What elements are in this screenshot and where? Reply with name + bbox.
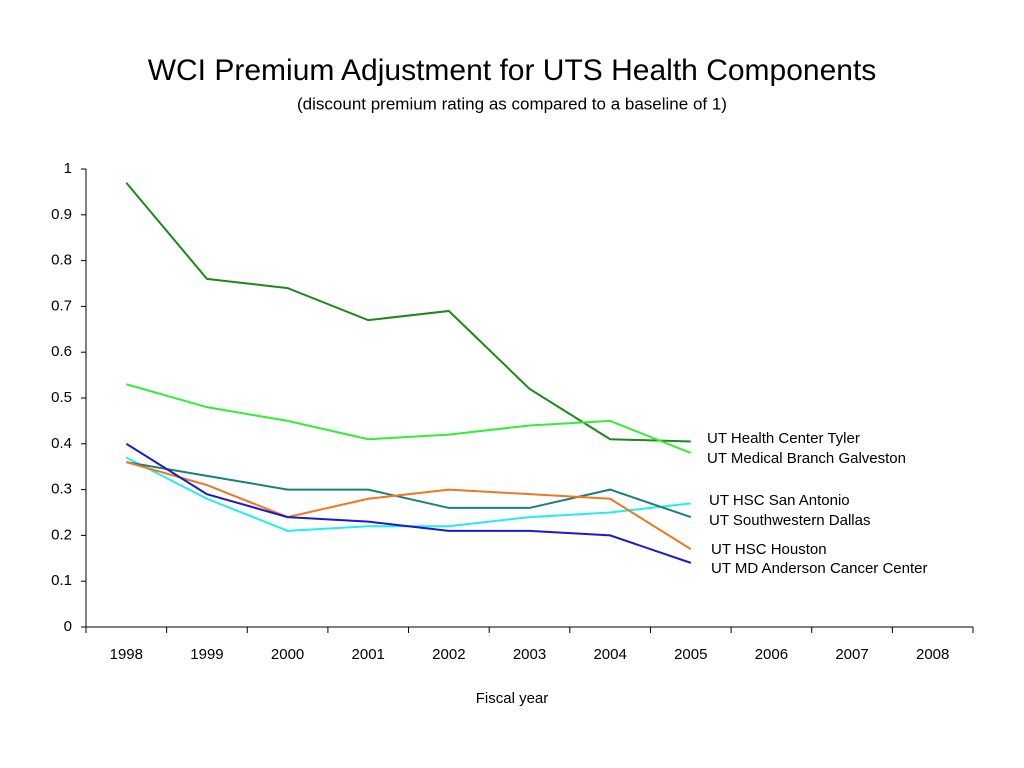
series-line [126, 383, 692, 454]
series-line [126, 461, 692, 550]
series-line [125, 182, 691, 443]
y-tick-label: 0.4 [51, 435, 72, 452]
chart-title: WCI Premium Adjustment for UTS Health Co… [148, 54, 877, 87]
y-tick-label: 0.5 [51, 389, 72, 406]
x-tick-label: 2004 [593, 646, 626, 663]
y-tick-label: 0.9 [51, 206, 72, 223]
series-line [126, 461, 692, 519]
x-tick-label: 2000 [271, 646, 304, 663]
x-tick-label: 2003 [513, 646, 546, 663]
y-tick-label: 1 [64, 160, 72, 177]
x-tick-label: 2006 [755, 646, 788, 663]
y-tick-label: 0 [64, 618, 72, 635]
y-tick-label: 0.1 [51, 572, 72, 589]
series-label: UT MD Anderson Cancer Center [711, 560, 927, 577]
x-tick-label: 1998 [110, 646, 143, 663]
x-tick-label: 2008 [916, 646, 949, 663]
x-axis-label: Fiscal year [476, 690, 549, 707]
series-line [125, 442, 692, 564]
series-label: UT HSC San Antonio [709, 492, 850, 509]
y-tick-label: 0.8 [51, 252, 72, 269]
series-label: UT Southwestern Dallas [709, 512, 870, 529]
y-tick-label: 0.6 [51, 343, 72, 360]
x-tick-label: 1999 [190, 646, 223, 663]
series-label: UT Medical Branch Galveston [707, 450, 906, 467]
series-label: UT Health Center Tyler [707, 430, 860, 447]
y-tick-label: 0.7 [51, 297, 72, 314]
x-tick-label: 2001 [352, 646, 385, 663]
x-tick-label: 2002 [432, 646, 465, 663]
series-label: UT HSC Houston [711, 541, 827, 558]
y-tick-label: 0.3 [51, 481, 72, 498]
x-tick-label: 2007 [835, 646, 868, 663]
y-tick-label: 0.2 [51, 526, 72, 543]
chart-subtitle: (discount premium rating as compared to … [297, 94, 727, 113]
x-tick-label: 2005 [674, 646, 707, 663]
